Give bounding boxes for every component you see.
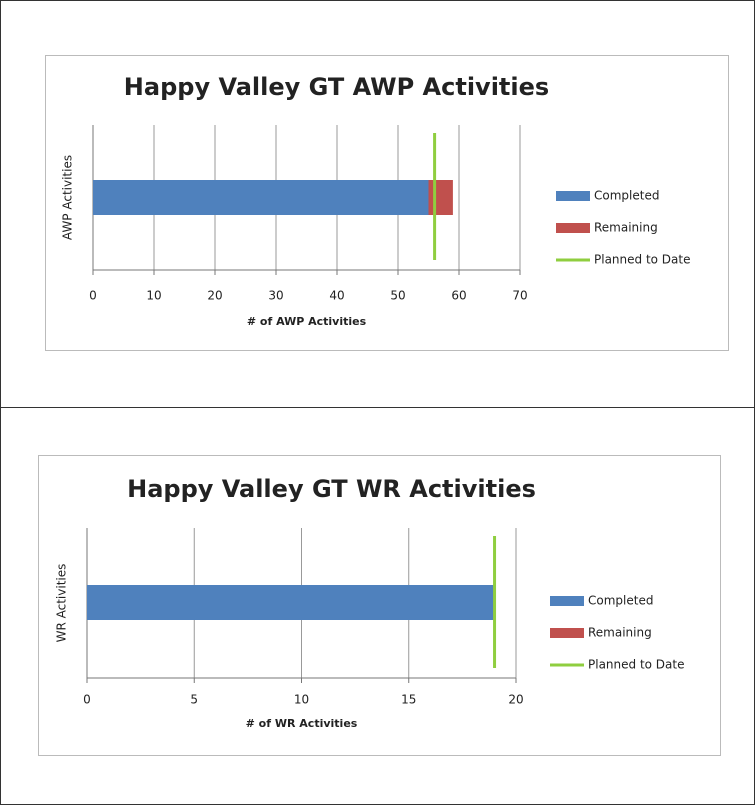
x-tick-label: 60 [451, 289, 466, 303]
x-tick-label: 0 [83, 693, 91, 707]
legend-swatch [550, 596, 584, 606]
legend-swatch [556, 223, 590, 233]
chart-title: Happy Valley GT AWP Activities [124, 73, 549, 101]
x-tick-label: 0 [89, 289, 97, 303]
legend-label: Completed [594, 189, 659, 203]
legend-swatch [556, 191, 590, 201]
bar-segment [87, 585, 495, 620]
chart-title: Happy Valley GT WR Activities [127, 475, 536, 503]
x-tick-label: 30 [268, 289, 283, 303]
x-axis-label: # of AWP Activities [247, 315, 367, 328]
legend-label: Completed [588, 594, 653, 608]
bar-segment [93, 180, 429, 215]
legend-label: Planned to Date [588, 658, 685, 672]
y-axis-label: WR Activities [55, 564, 69, 643]
x-tick-label: 10 [294, 693, 309, 707]
x-axis-label: # of WR Activities [246, 717, 358, 730]
x-tick-label: 5 [190, 693, 198, 707]
x-tick-label: 40 [329, 289, 344, 303]
legend-swatch [550, 628, 584, 638]
legend-label: Remaining [594, 221, 658, 235]
x-tick-label: 50 [390, 289, 405, 303]
x-tick-label: 20 [207, 289, 222, 303]
x-tick-label: 15 [401, 693, 416, 707]
x-tick-label: 20 [508, 693, 523, 707]
y-axis-label: AWP Activities [61, 155, 75, 240]
x-tick-label: 10 [146, 289, 161, 303]
bar-segment [428, 180, 453, 215]
legend-label: Remaining [588, 626, 652, 640]
legend-label: Planned to Date [594, 253, 691, 267]
x-tick-label: 70 [512, 289, 527, 303]
